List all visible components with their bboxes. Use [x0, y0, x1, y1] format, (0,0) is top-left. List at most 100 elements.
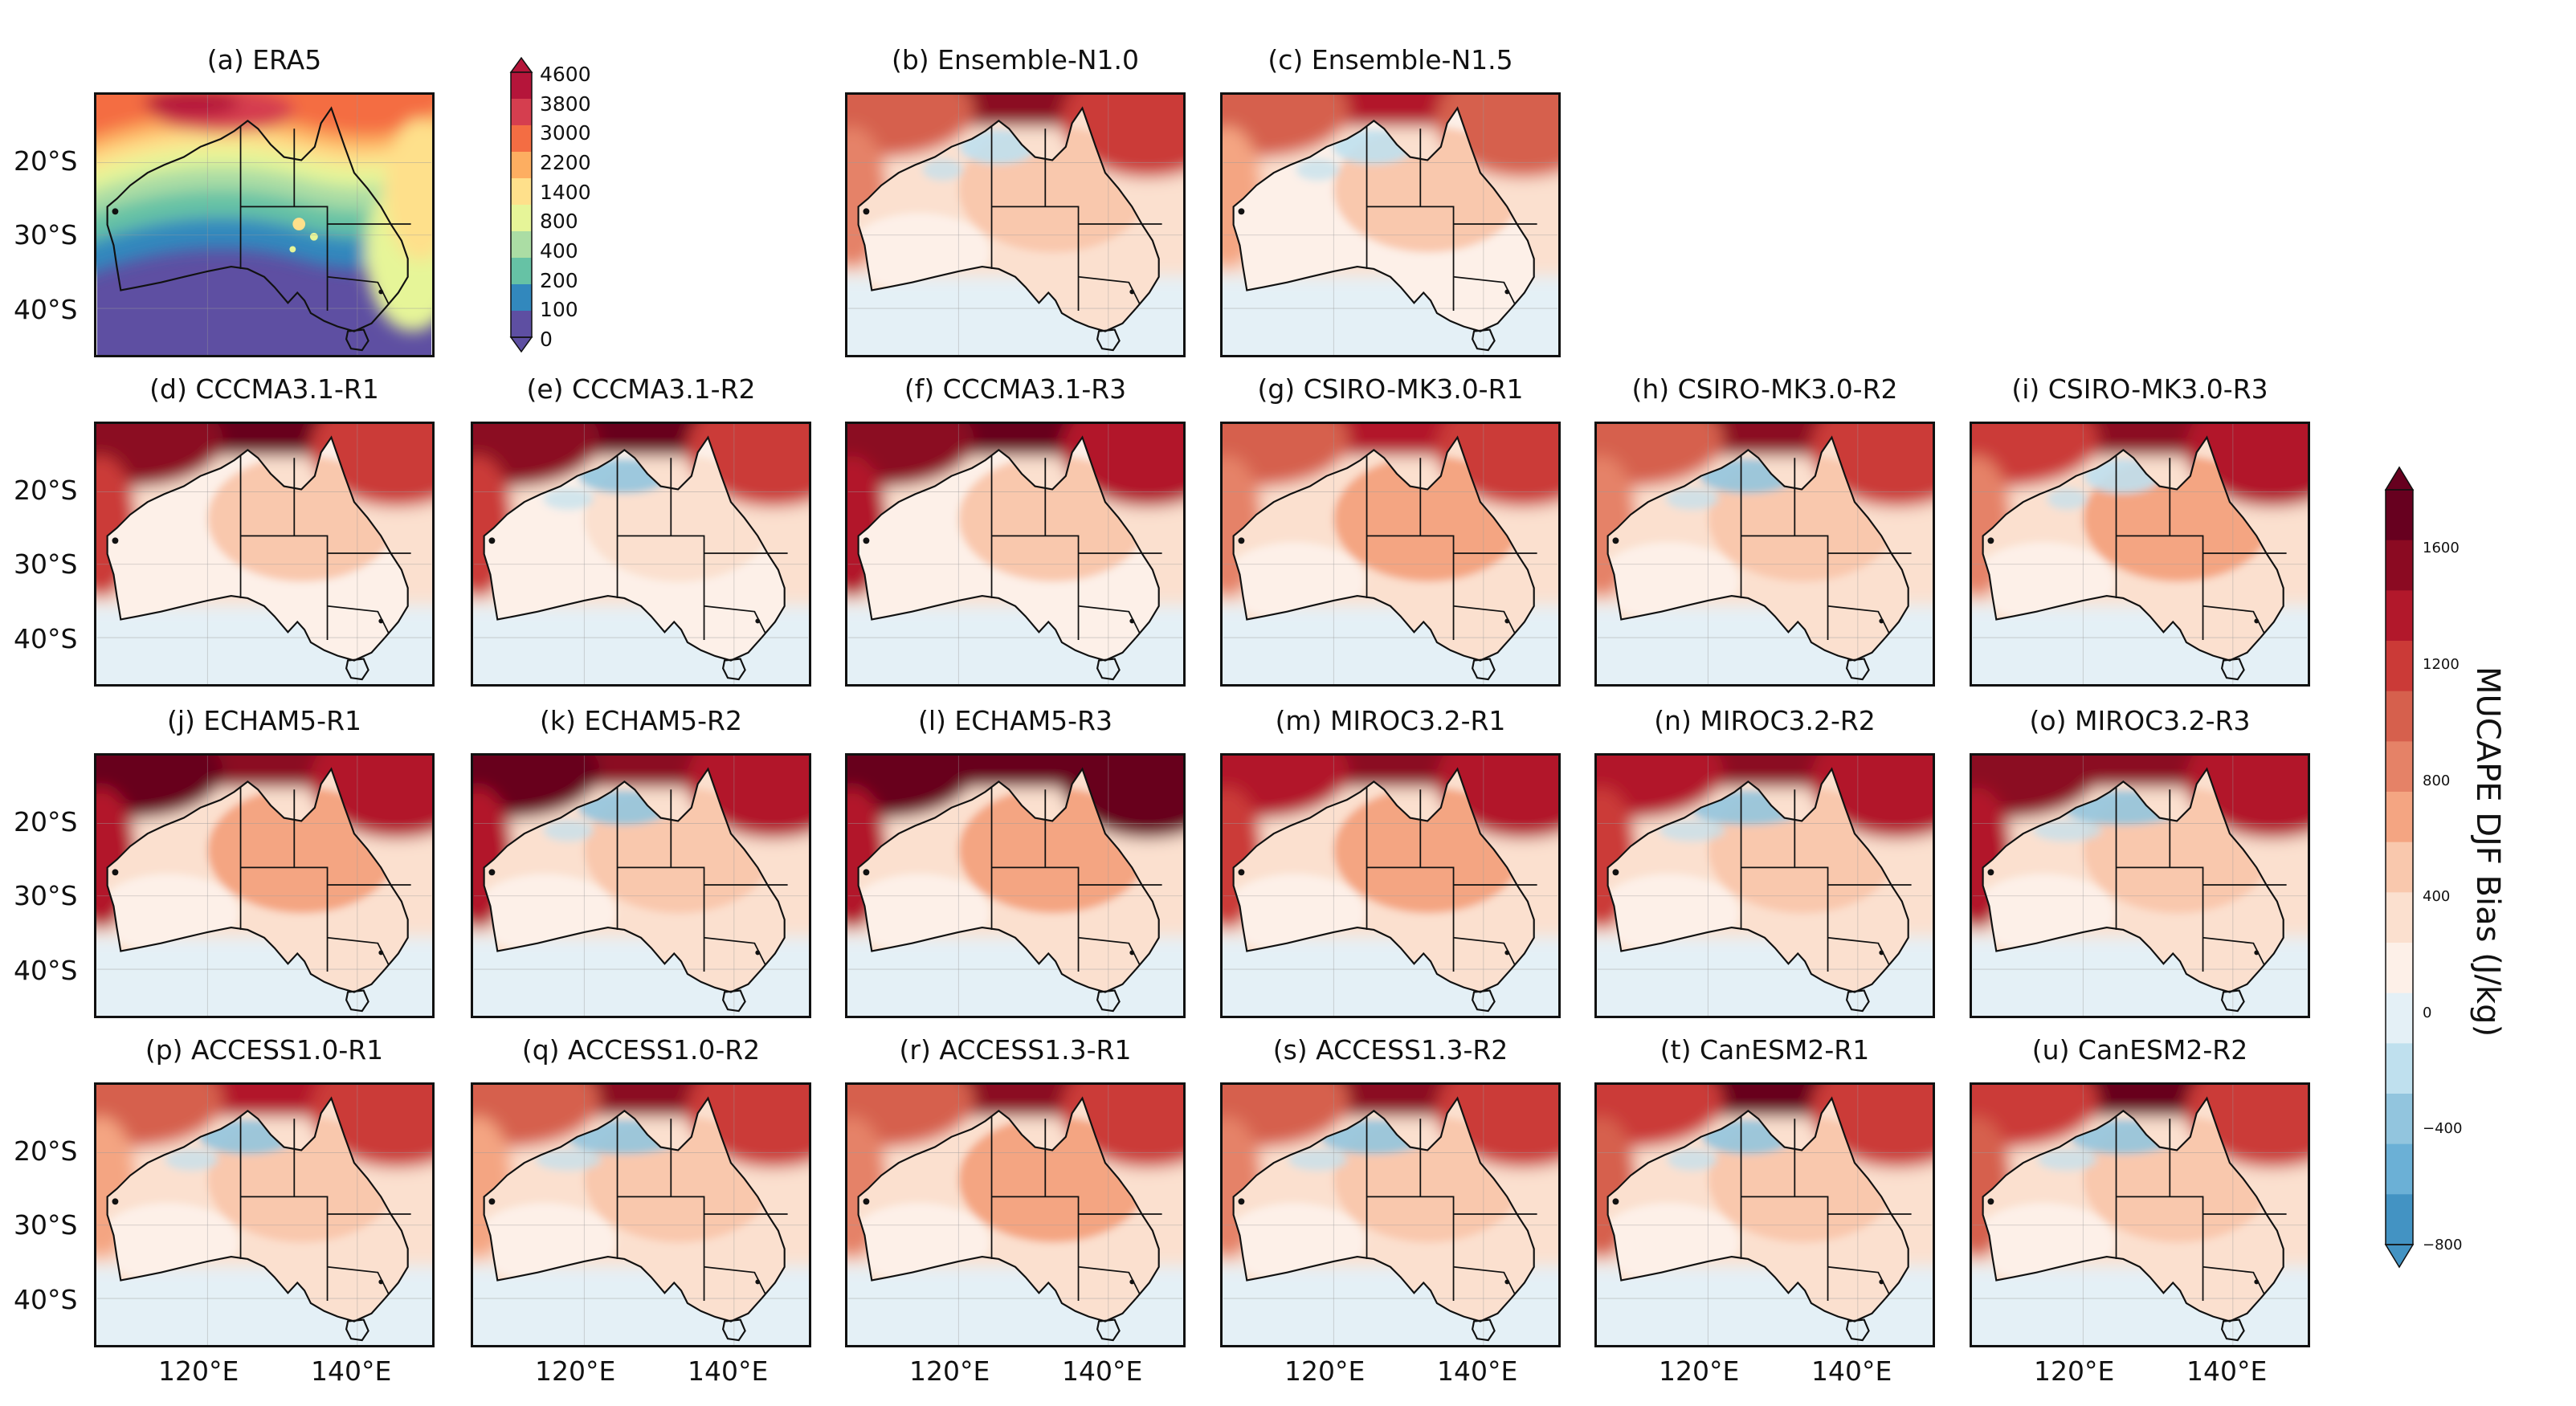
lat-tick-label: 30°S: [14, 880, 78, 911]
coastline-and-borders: [106, 1096, 411, 1342]
panel-title: (g) CSIRO-MK3.0-R1: [1257, 373, 1524, 405]
state-borders: [1740, 1116, 1912, 1302]
gridlines: [847, 1085, 1183, 1345]
bias-northwest-max: [1223, 1085, 1349, 1148]
lon-tick-label: 120°E: [535, 1355, 616, 1387]
lat-tick-label: 40°S: [14, 623, 78, 654]
state-borders: [990, 787, 1162, 972]
lon-tick-label: 140°E: [1437, 1355, 1518, 1387]
map-s: [1220, 1082, 1561, 1347]
panel-s: (s) ACCESS1.3-R2: [1220, 1034, 1561, 1347]
map-o: [1970, 753, 2310, 1018]
bias-northwest-max: [1972, 1085, 2099, 1148]
lon-tick-label: 120°E: [1659, 1355, 1740, 1387]
coast-marker: [112, 869, 119, 876]
coastline-and-borders: [1606, 1096, 1912, 1342]
tasmania-outline: [721, 989, 746, 1013]
coastline-and-borders: [1232, 1096, 1537, 1342]
bias-northwest-max: [847, 756, 974, 819]
bias-northwest-max: [473, 756, 600, 819]
panel-m: (m) MIROC3.2-R1: [1220, 705, 1561, 1018]
coast-marker: [1504, 950, 1510, 956]
coast-marker: [488, 537, 496, 544]
panel-b: (b) Ensemble-N1.0: [845, 44, 1186, 357]
gridlines: [1223, 756, 1558, 1016]
lat-tick-label: 40°S: [14, 294, 78, 325]
gridlines: [1223, 1085, 1558, 1345]
tasmania-outline: [721, 658, 746, 681]
panel-title: (e) CCCMA3.1-R2: [526, 373, 756, 405]
coastline-and-borders: [857, 1096, 1162, 1342]
tasmania-outline: [1096, 328, 1121, 352]
state-borders: [2115, 787, 2287, 972]
state-borders: [616, 787, 788, 972]
map-k: [471, 753, 811, 1018]
state-borders: [239, 787, 411, 972]
negative-bias-patch: [165, 1148, 219, 1172]
coast-marker: [488, 869, 496, 876]
tasmania-outline: [2220, 1318, 2245, 1342]
panel-c: (c) Ensemble-N1.5: [1220, 44, 1561, 357]
era5-colorbar-tick: 200: [540, 268, 578, 292]
gridlines: [1223, 424, 1558, 684]
tasmania-outline: [1096, 989, 1121, 1013]
panel-title: (j) ECHAM5-R1: [167, 705, 361, 736]
gridlines: [1597, 1085, 1933, 1345]
bias-northwest-max: [96, 1085, 223, 1148]
bias-northwest-max: [473, 1085, 600, 1148]
coastline-and-borders: [1982, 435, 2287, 681]
colorbar-segment: [2386, 490, 2413, 541]
australia-coastline: [106, 767, 409, 993]
coast-marker: [1238, 869, 1245, 876]
bias-colorbar-tick: 400: [2423, 888, 2451, 906]
colorbar-frame: [2385, 489, 2414, 1245]
coast-marker: [1612, 1198, 1619, 1205]
colorbar-segment: [2386, 540, 2413, 591]
tasmania-outline: [1845, 1318, 1870, 1342]
tasmania-outline: [1471, 328, 1496, 352]
bias-northwest-max: [847, 424, 974, 487]
panel-i: (i) CSIRO-MK3.0-R3: [1970, 373, 2310, 687]
coast-marker: [1879, 950, 1884, 956]
panel-title: (r) ACCESS1.3-R1: [899, 1034, 1132, 1066]
coast-marker: [1238, 537, 1245, 544]
coast-marker: [863, 869, 870, 876]
panel-title: (u) CanESM2-R2: [2031, 1034, 2248, 1066]
colorbar-extend-bottom: [2384, 1244, 2415, 1269]
coast-marker: [863, 208, 870, 215]
bias-northwest-max: [1223, 424, 1349, 487]
bias-northwest-max: [1223, 756, 1349, 819]
panel-k: (k) ECHAM5-R2: [471, 705, 811, 1018]
gridlines: [96, 756, 432, 1016]
panel-e: (e) CCCMA3.1-R2: [471, 373, 811, 687]
australia-coastline: [857, 106, 1160, 332]
australia-coastline: [857, 1096, 1160, 1322]
state-borders: [990, 1116, 1162, 1302]
era5-lake-spot: [309, 232, 318, 241]
panel-r: (r) ACCESS1.3-R1: [845, 1034, 1186, 1347]
map-r: [845, 1082, 1186, 1347]
map-b: [845, 92, 1186, 357]
colorbar-segment: [511, 152, 532, 179]
australia-coastline: [1982, 435, 2284, 662]
colorbar-segment: [511, 258, 532, 285]
panel-title: (f) CCCMA3.1-R3: [904, 373, 1127, 405]
map-m: [1220, 753, 1561, 1018]
negative-bias-patch: [1659, 819, 1725, 842]
panel-title: (l) ECHAM5-R3: [918, 705, 1112, 736]
colorbar-segment: [2386, 1043, 2413, 1094]
negative-bias-patch: [1667, 1148, 1718, 1172]
australia-coastline: [483, 1096, 786, 1322]
state-borders: [2115, 455, 2287, 641]
tasmania-outline: [345, 1318, 369, 1342]
lat-tick-label: 20°S: [14, 145, 78, 177]
lat-tick-label: 20°S: [14, 475, 78, 506]
australia-coastline: [1232, 435, 1535, 662]
coast-marker: [2254, 1279, 2260, 1285]
coast-marker: [1879, 618, 1884, 624]
negative-bias-patch: [535, 1148, 602, 1172]
state-borders: [990, 455, 1162, 641]
lon-tick-label: 140°E: [688, 1355, 769, 1387]
panel-f: (f) CCCMA3.1-R3: [845, 373, 1186, 687]
panel-title: (k) ECHAM5-R2: [540, 705, 742, 736]
